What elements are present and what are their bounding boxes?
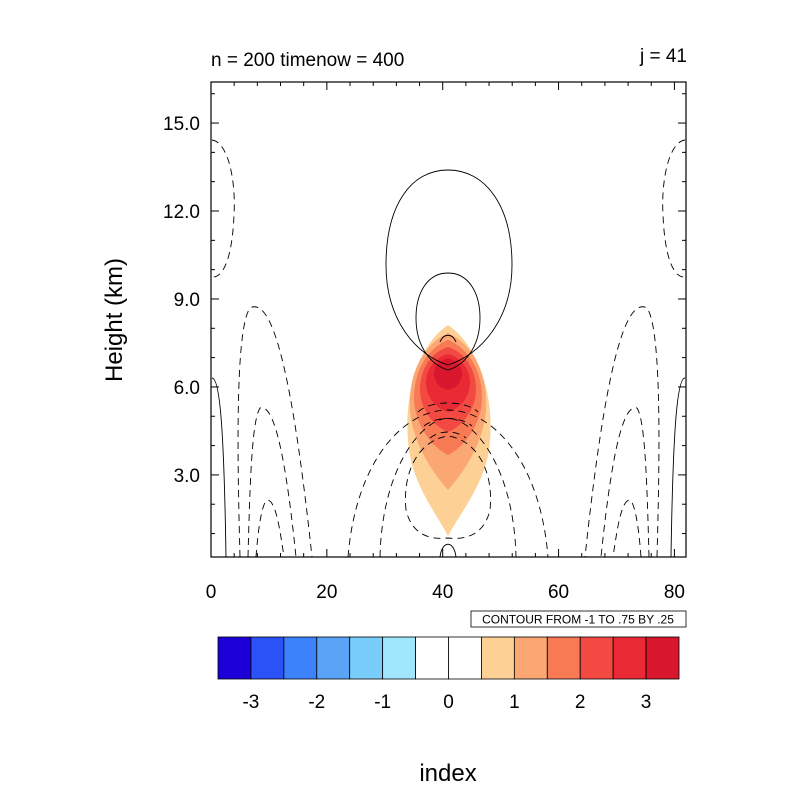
colorbar-box bbox=[415, 636, 449, 680]
contour-lines bbox=[211, 139, 686, 557]
x-tick-label: 80 bbox=[664, 582, 685, 603]
colorbar-box bbox=[283, 636, 318, 680]
y-tick-labels: 3.0 6.0 9.0 12.0 15.0 bbox=[163, 114, 200, 487]
colorbar-label: -1 bbox=[374, 692, 391, 713]
colorbar-box bbox=[513, 636, 548, 680]
contour-solid-outer bbox=[385, 169, 513, 366]
colorbar-label: 1 bbox=[509, 692, 520, 713]
contour-dashed-center-inner-2 bbox=[423, 418, 473, 427]
contour-dashed-topright bbox=[662, 139, 686, 278]
contour-solid-bottom-center bbox=[439, 543, 457, 557]
colorbar-label: 0 bbox=[443, 692, 454, 713]
colorbar-box bbox=[448, 636, 482, 680]
colorbar-box bbox=[217, 636, 252, 680]
colorbar-box bbox=[316, 636, 351, 680]
colorbar-label: 3 bbox=[641, 692, 652, 713]
x-tick-label: 60 bbox=[548, 582, 569, 603]
colorbar-box bbox=[612, 636, 647, 680]
contour-info-box bbox=[470, 610, 687, 628]
contour-info-text: CONTOUR FROM -1 TO .75 BY .25 bbox=[482, 613, 674, 627]
y-tick-label: 6.0 bbox=[174, 378, 200, 399]
fill-level-3.0 bbox=[434, 358, 462, 390]
contour-dashed-center-inner-3 bbox=[429, 431, 467, 439]
colorbar-labels: -3 -2 -1 0 1 2 3 bbox=[242, 692, 651, 713]
contour-dashed-center-loop bbox=[404, 435, 492, 539]
colorbar-box bbox=[481, 636, 515, 680]
y-tick-label: 9.0 bbox=[174, 290, 200, 311]
contour-solid-inner bbox=[415, 272, 481, 371]
filled-contours bbox=[407, 325, 491, 536]
colorbar-box bbox=[546, 636, 581, 680]
plot-frame bbox=[210, 81, 687, 558]
title-left: n = 200 timenow = 400 bbox=[211, 50, 404, 71]
y-tick-label: 15.0 bbox=[163, 114, 200, 135]
colorbar-box bbox=[349, 636, 384, 680]
contour-dashed-center-inner-1 bbox=[417, 402, 479, 413]
colorbar-box bbox=[250, 636, 285, 680]
contour-dashed-left-2 bbox=[247, 407, 297, 557]
colorbar-label: -3 bbox=[242, 692, 259, 713]
contour-dashed-topleft bbox=[211, 139, 235, 278]
contour-dashed-left-3 bbox=[255, 499, 285, 557]
contour-dashed-right-2 bbox=[600, 407, 650, 557]
colorbar bbox=[217, 636, 680, 680]
contour-dashed-right-3 bbox=[612, 499, 642, 557]
colorbar-label: 2 bbox=[575, 692, 586, 713]
x-tick-label: 40 bbox=[432, 582, 453, 603]
colorbar-box bbox=[579, 636, 614, 680]
plot-area bbox=[211, 139, 686, 557]
x-axis-label: index bbox=[419, 760, 476, 787]
colorbar-label: -2 bbox=[308, 692, 325, 713]
x-tick-label: 20 bbox=[316, 582, 337, 603]
y-axis-label: Height (km) bbox=[101, 258, 128, 382]
x-tick-labels: 0 20 40 60 80 bbox=[206, 582, 685, 603]
contour-dashed-group bbox=[211, 139, 686, 557]
contour-solid-right-edge bbox=[670, 377, 686, 557]
y-tick-label: 12.0 bbox=[163, 202, 200, 223]
contour-solid-peak bbox=[439, 334, 457, 343]
colorbar-box bbox=[382, 636, 416, 680]
x-tick-label: 0 bbox=[206, 582, 217, 603]
y-tick-label: 3.0 bbox=[174, 466, 200, 487]
colorbar-box bbox=[645, 636, 680, 680]
contour-solid-left-edge bbox=[211, 377, 227, 557]
contour-dashed-center-outer bbox=[347, 409, 549, 557]
axis-ticks bbox=[210, 82, 686, 557]
title-right: j = 41 bbox=[639, 46, 687, 67]
